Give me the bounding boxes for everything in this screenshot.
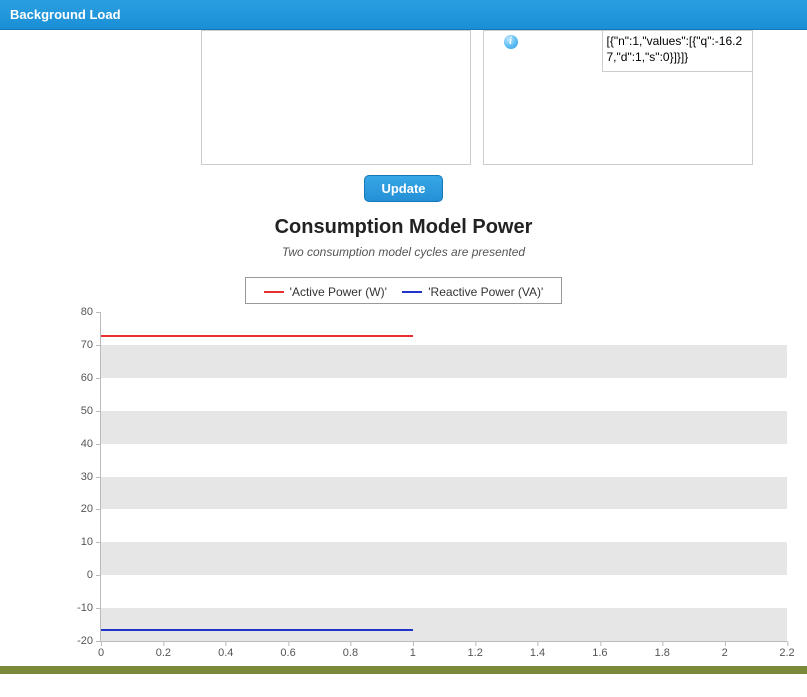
x-tick-label: 0.2 [156,641,171,659]
legend-swatch-active [264,291,284,293]
plot-region: -20-100102030405060708000.20.40.60.811.2… [100,312,787,642]
panels-row: i [{"n":1,"values":[{"q":-16.27,"d":1,"s… [0,30,807,165]
legend: 'Active Power (W)' 'Reactive Power (VA)' [0,277,807,304]
y-tick-label: 80 [81,306,101,318]
legend-item-active: 'Active Power (W)' [264,285,387,299]
grid-band [101,477,787,510]
x-tick-label: 1.8 [655,641,670,659]
x-tick-label: 0 [98,641,104,659]
header-title: Background Load [10,7,121,22]
y-tick-label: 50 [81,405,101,417]
series-active [101,335,413,337]
x-tick-label: 1.2 [468,641,483,659]
y-tick-label: -10 [77,602,101,614]
x-tick-label: 1.6 [592,641,607,659]
y-tick-label: 20 [81,503,101,515]
x-tick-label: 1.4 [530,641,545,659]
update-button[interactable]: Update [364,175,442,202]
legend-box: 'Active Power (W)' 'Reactive Power (VA)' [245,277,563,304]
right-panel: i [{"n":1,"values":[{"q":-16.27,"d":1,"s… [483,30,753,165]
x-tick-label: 2 [722,641,728,659]
legend-swatch-reactive [402,291,422,293]
grid-band [101,608,787,641]
legend-label-reactive: 'Reactive Power (VA)' [428,285,543,299]
x-tick-label: 0.4 [218,641,233,659]
info-icon[interactable]: i [504,35,518,49]
content-area: i [{"n":1,"values":[{"q":-16.27,"d":1,"s… [0,30,807,674]
grid-band [101,411,787,444]
chart-title: Consumption Model Power [0,216,807,239]
header-bar: Background Load [0,0,807,30]
chart-area: -20-100102030405060708000.20.40.60.811.2… [60,312,787,662]
y-tick-label: 70 [81,339,101,351]
x-tick-label: 1 [410,641,416,659]
grid-band [101,345,787,378]
x-tick-label: 2.2 [779,641,794,659]
x-tick-label: 0.6 [280,641,295,659]
grid-band [101,542,787,575]
chart-subtitle: Two consumption model cycles are present… [0,245,807,259]
y-tick-label: 60 [81,372,101,384]
legend-item-reactive: 'Reactive Power (VA)' [402,285,543,299]
x-tick-label: 0.8 [343,641,358,659]
series-reactive [101,629,413,631]
json-text-box: [{"n":1,"values":[{"q":-16.27,"d":1,"s":… [602,31,752,72]
y-tick-label: 40 [81,438,101,450]
left-panel [201,30,471,165]
update-row: Update [0,175,807,202]
legend-label-active: 'Active Power (W)' [290,285,387,299]
y-tick-label: 30 [81,471,101,483]
y-tick-label: 0 [87,569,101,581]
y-tick-label: 10 [81,536,101,548]
footer-bar [0,666,807,674]
